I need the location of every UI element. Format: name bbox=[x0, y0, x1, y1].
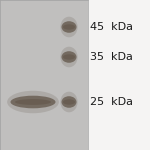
Text: 45  kDa: 45 kDa bbox=[90, 22, 133, 32]
Ellipse shape bbox=[63, 54, 75, 60]
Ellipse shape bbox=[61, 51, 76, 63]
Ellipse shape bbox=[15, 99, 51, 105]
Ellipse shape bbox=[61, 96, 76, 108]
Ellipse shape bbox=[60, 47, 78, 67]
Ellipse shape bbox=[60, 17, 78, 37]
Text: 35  kDa: 35 kDa bbox=[90, 52, 133, 62]
Bar bbox=[0, 0, 88, 150]
Text: 25  kDa: 25 kDa bbox=[90, 97, 133, 107]
Ellipse shape bbox=[60, 92, 78, 112]
Ellipse shape bbox=[11, 96, 56, 108]
Ellipse shape bbox=[61, 21, 76, 33]
Ellipse shape bbox=[63, 24, 75, 30]
Ellipse shape bbox=[7, 91, 59, 113]
Ellipse shape bbox=[63, 99, 75, 105]
